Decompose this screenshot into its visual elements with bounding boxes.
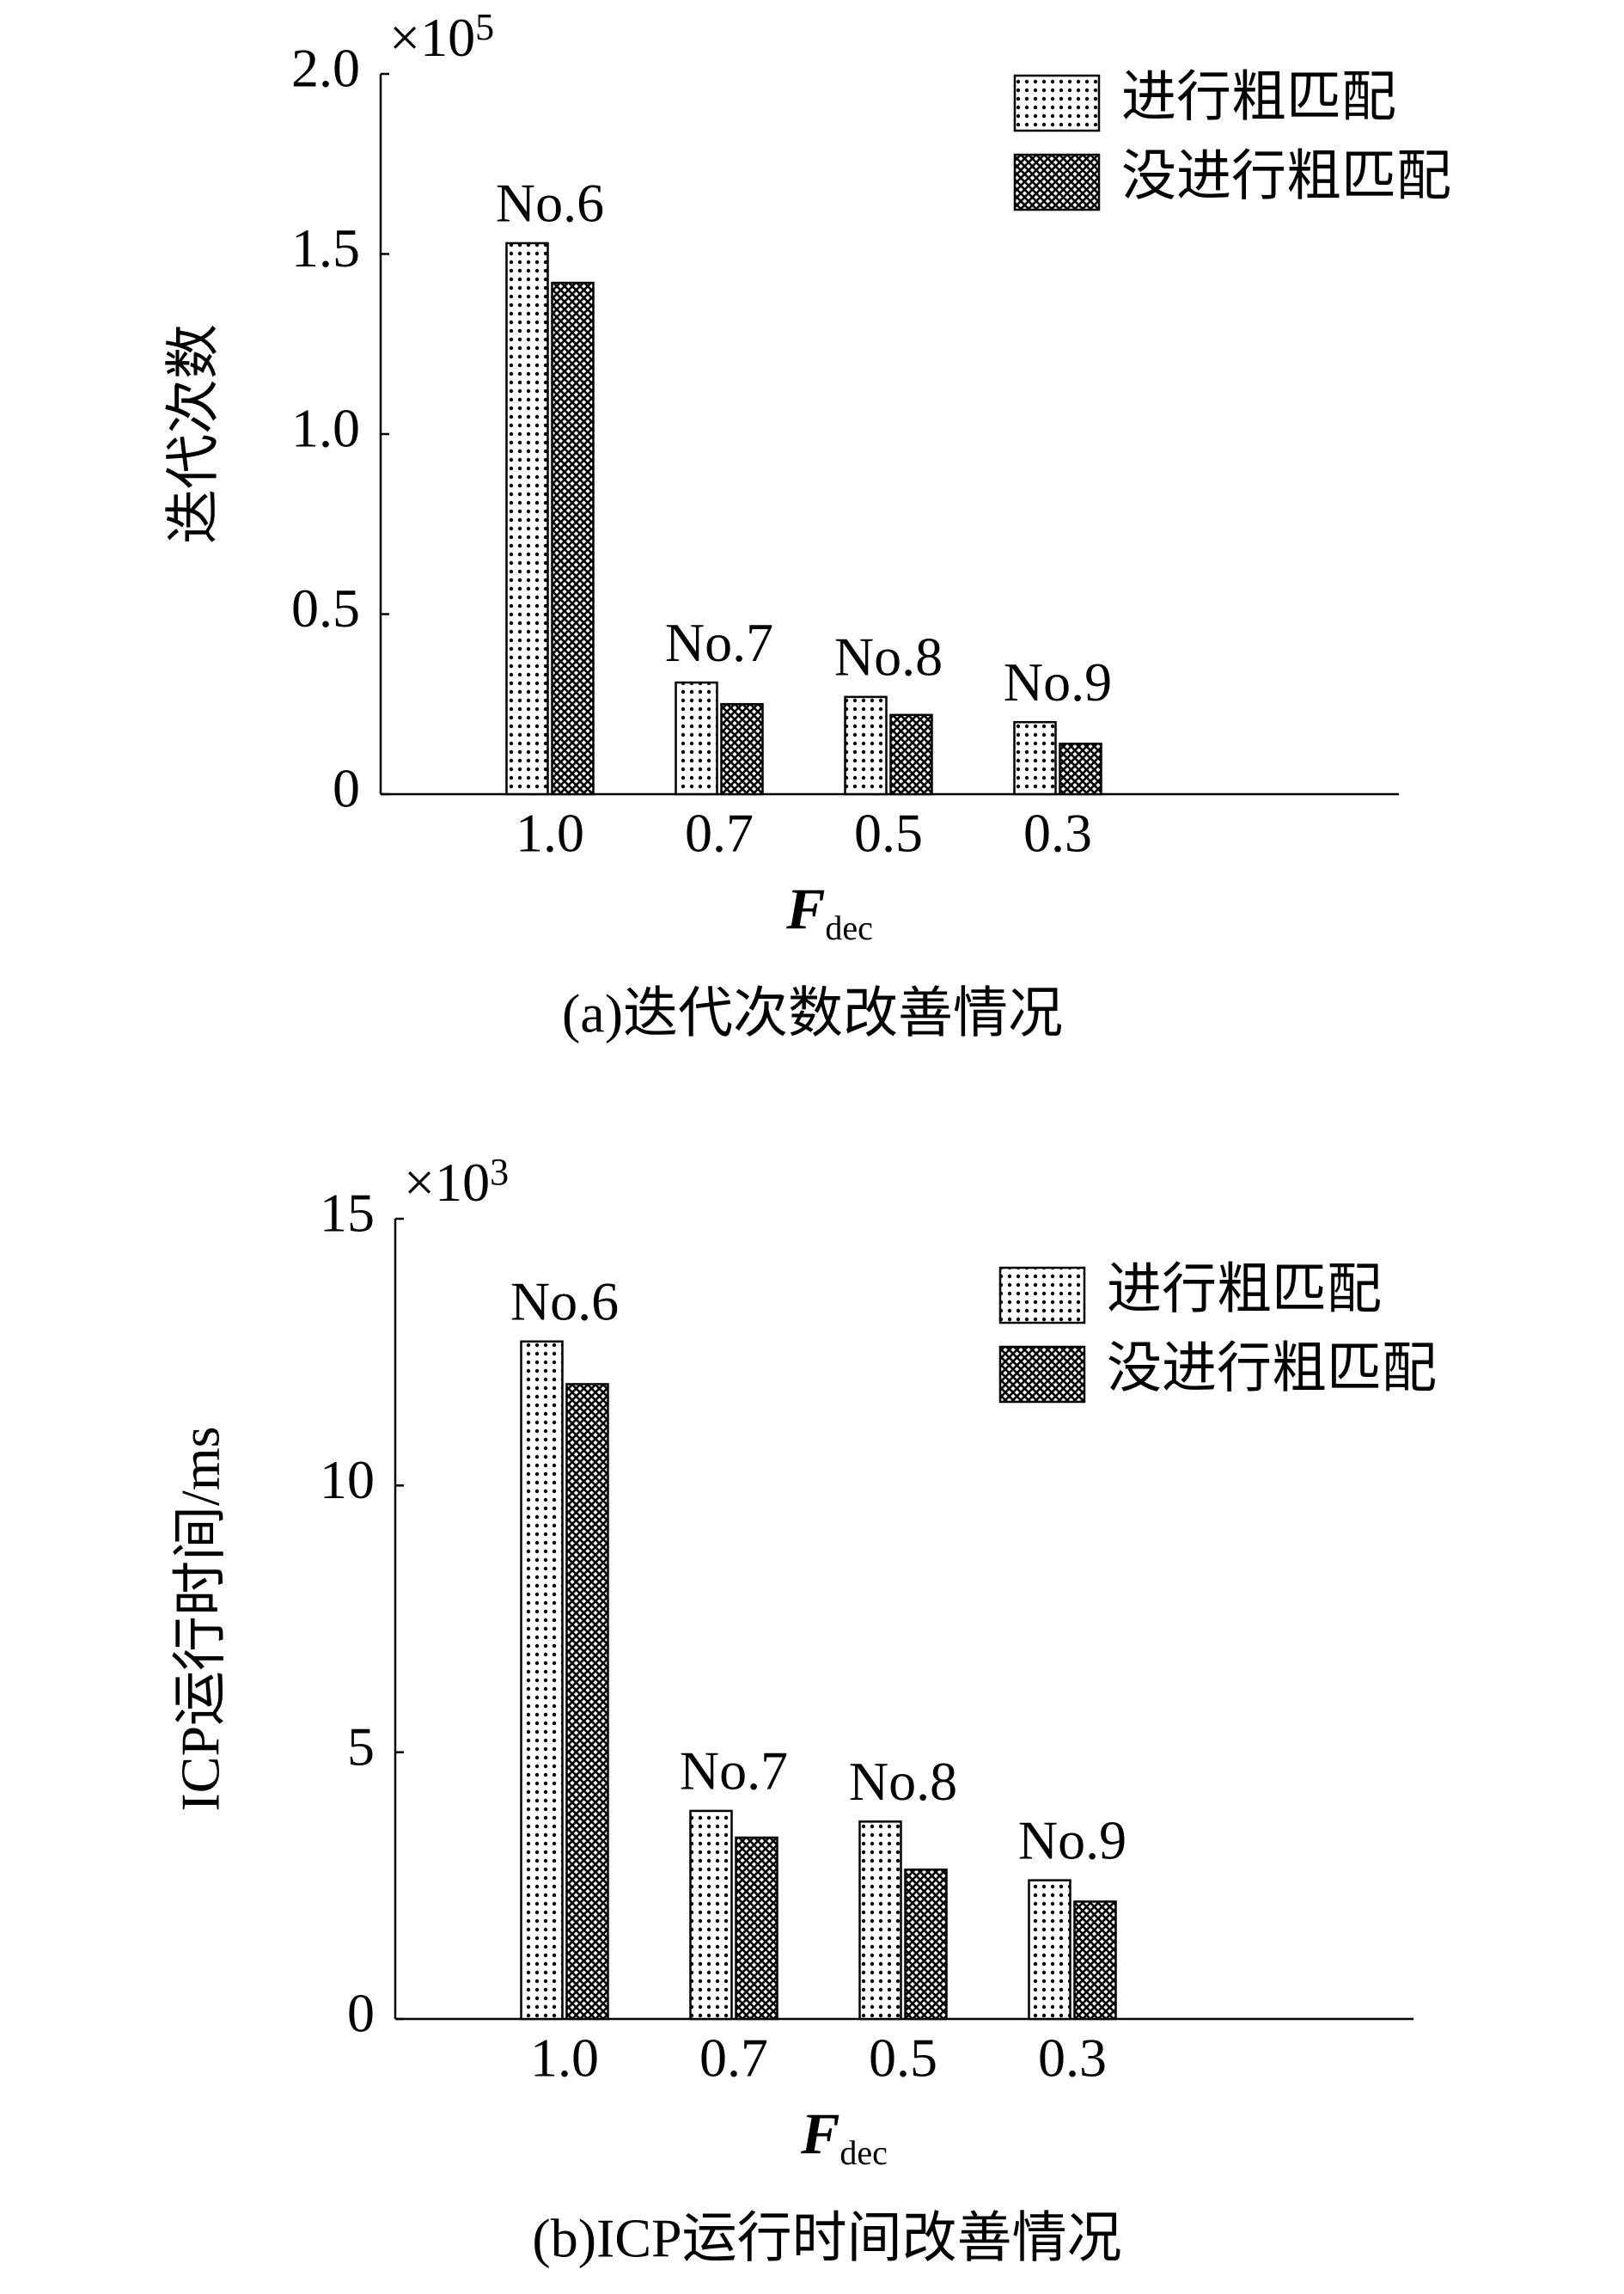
x-tick-label: 0.5 (869, 2028, 937, 2089)
x-label-main: F (785, 876, 825, 941)
bar (904, 1868, 948, 2021)
y-tick-label: 5 (347, 1716, 375, 1777)
bar (1028, 1879, 1071, 2021)
legend-label: 进行粗匹配 (1107, 1259, 1382, 1320)
bar-annotation: No.6 (510, 1270, 619, 1331)
bar-annotation: No.8 (834, 627, 943, 688)
bar (1073, 1900, 1117, 2021)
bar (1059, 743, 1102, 796)
y-axis-label: 迭代次数 (163, 324, 224, 544)
x-tick-label: 1.0 (530, 2028, 599, 2089)
x-label-sub: dec (825, 908, 873, 947)
x-tick-label: 0.3 (1023, 803, 1092, 864)
y-tick-label: 0.5 (291, 578, 360, 639)
x-label-main: F (800, 2101, 839, 2166)
bar (551, 281, 595, 796)
legend-swatch (1013, 74, 1101, 132)
multiplier-exponent: 5 (475, 6, 494, 48)
y-axis-label: ICP运行时间/ms (170, 1426, 231, 1811)
legend-label: 进行粗匹配 (1121, 67, 1396, 128)
y-tick-label: 0 (347, 1983, 375, 2044)
x-axis-label: Fdec (785, 876, 873, 948)
bar (844, 695, 888, 796)
bar (565, 1383, 609, 2021)
bar-annotation: No.9 (1018, 1809, 1126, 1870)
y-tick-label: 10 (320, 1449, 375, 1510)
bar (720, 703, 764, 796)
bar-annotation: No.9 (1004, 651, 1112, 713)
bar-annotation: No.8 (849, 1751, 957, 1812)
y-tick-label: 1.5 (291, 217, 360, 278)
x-tick-label: 0.7 (699, 2028, 768, 2089)
multiplier-base: ×10 (389, 7, 475, 68)
y-tick-label: 15 (320, 1183, 375, 1244)
bar (889, 713, 933, 796)
legend-label: 没进行粗匹配 (1107, 1338, 1437, 1399)
legend-swatch (1013, 153, 1101, 211)
bar-annotation: No.6 (496, 173, 604, 234)
y-tick-label: 0 (333, 758, 360, 819)
bar (735, 1836, 778, 2021)
y-multiplier: ×105 (389, 6, 494, 68)
bar (858, 1820, 902, 2021)
legend-swatch (998, 1266, 1086, 1324)
caption: (b)ICP运行时间改善情况 (532, 2208, 1121, 2269)
x-label-sub: dec (839, 2133, 888, 2172)
legend-swatch (998, 1345, 1086, 1404)
y-tick-label: 1.0 (291, 398, 360, 459)
multiplier-base: ×10 (404, 1152, 490, 1213)
x-tick-label: 0.7 (685, 803, 754, 864)
bar (505, 242, 549, 796)
x-tick-label: 0.5 (854, 803, 923, 864)
bar-annotation: No.7 (665, 612, 773, 673)
x-tick-label: 0.3 (1038, 2028, 1107, 2089)
caption: (a)迭代次数改善情况 (562, 983, 1063, 1044)
bar (1013, 720, 1057, 796)
legend-label: 没进行粗匹配 (1121, 146, 1451, 207)
x-tick-label: 1.0 (516, 803, 584, 864)
bar (675, 681, 718, 796)
bar (689, 1809, 733, 2021)
y-tick-label: 2.0 (291, 38, 360, 99)
bar-annotation: No.7 (680, 1740, 788, 1802)
y-multiplier: ×103 (404, 1151, 509, 1213)
multiplier-exponent: 3 (490, 1151, 509, 1193)
x-axis-label: Fdec (800, 2101, 888, 2173)
bar (520, 1340, 564, 2021)
